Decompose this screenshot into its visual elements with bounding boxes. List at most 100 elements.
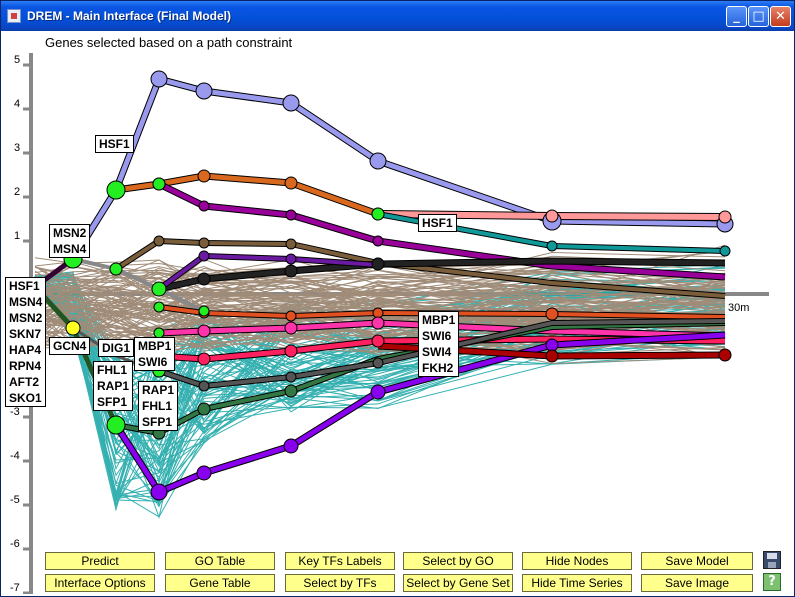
model-path-trunk: [72, 257, 205, 313]
path-node[interactable]: [282, 94, 300, 112]
path-node[interactable]: [197, 169, 211, 183]
select-by-go-button[interactable]: Select by GO: [403, 552, 513, 570]
gene-series-line: [34, 312, 726, 351]
path-node[interactable]: [284, 344, 298, 358]
help-icon[interactable]: ?: [763, 573, 781, 591]
select-by-tfs-button[interactable]: Select by TFs: [285, 574, 395, 592]
path-node[interactable]: [372, 357, 384, 369]
path-node[interactable]: [198, 200, 210, 212]
split-node[interactable]: [153, 301, 165, 313]
path-node[interactable]: [545, 338, 559, 352]
gene-series-line: [34, 300, 726, 347]
tf-name: MBP1: [422, 313, 456, 327]
path-node[interactable]: [195, 82, 213, 100]
path-node[interactable]: [197, 272, 211, 286]
path-node[interactable]: [285, 371, 297, 383]
model-path-line: [158, 319, 726, 388]
gene-table-button[interactable]: Gene Table: [165, 574, 275, 592]
y-tick-label: -4: [10, 450, 20, 462]
tf-label-fhl-rap-sfp: FHL1 RAP1 SFP1: [93, 361, 134, 411]
path-node[interactable]: [370, 384, 386, 400]
path-node[interactable]: [150, 483, 168, 501]
path-node[interactable]: [719, 245, 731, 257]
minimize-button[interactable]: _: [726, 6, 747, 27]
path-node[interactable]: [371, 257, 385, 271]
model-path-line: [158, 305, 726, 319]
split-node[interactable]: [65, 320, 81, 336]
tf-name: MSN4: [9, 295, 43, 309]
split-node[interactable]: [151, 281, 167, 297]
y-tick-label: 2: [14, 186, 20, 198]
path-node[interactable]: [198, 380, 210, 392]
path-node[interactable]: [284, 384, 298, 398]
path-node[interactable]: [284, 176, 298, 190]
path-node[interactable]: [285, 209, 297, 221]
y-tick-label: 3: [14, 142, 20, 154]
path-node[interactable]: [283, 438, 299, 454]
path-node[interactable]: [153, 235, 165, 247]
path-node[interactable]: [546, 240, 558, 252]
path-node[interactable]: [284, 264, 298, 278]
y-tick-label: 1: [14, 230, 20, 242]
split-node[interactable]: [106, 180, 126, 200]
y-tick-label: 5: [14, 54, 20, 66]
split-node[interactable]: [152, 177, 166, 191]
path-node[interactable]: [198, 250, 210, 262]
path-node[interactable]: [197, 324, 211, 338]
select-by-gene-set-button[interactable]: Select by Gene Set: [403, 574, 513, 592]
hide-nodes-button[interactable]: Hide Nodes: [522, 552, 632, 570]
path-node[interactable]: [284, 321, 298, 335]
path-node[interactable]: [718, 210, 732, 224]
hide-time-series-button[interactable]: Hide Time Series: [522, 574, 632, 592]
y-tick-label: 4: [14, 98, 20, 110]
path-node[interactable]: [545, 307, 559, 321]
gene-series-line: [34, 297, 726, 332]
tf-name: SWI6: [422, 329, 452, 343]
path-node[interactable]: [285, 253, 297, 265]
tf-label-hsf1-top: HSF1: [95, 135, 134, 153]
save-image-button[interactable]: Save Image: [641, 574, 753, 592]
predict-button[interactable]: Predict: [45, 552, 155, 570]
path-node[interactable]: [369, 152, 387, 170]
gene-series-line: [34, 271, 726, 309]
key-tfs-labels-button[interactable]: Key TFs Labels: [285, 552, 395, 570]
split-node[interactable]: [371, 207, 385, 221]
save-model-button[interactable]: Save Model: [641, 552, 753, 570]
path-node[interactable]: [197, 352, 211, 366]
go-table-button[interactable]: GO Table: [165, 552, 275, 570]
split-node[interactable]: [109, 262, 123, 276]
title-bar[interactable]: DREM - Main Interface (Final Model) _ □ …: [1, 1, 794, 31]
model-path-line: [70, 76, 726, 261]
window-title: DREM - Main Interface (Final Model): [27, 9, 232, 23]
path-node[interactable]: [372, 235, 384, 247]
maximize-button[interactable]: □: [748, 6, 769, 27]
close-button[interactable]: ✕: [770, 6, 791, 27]
path-node[interactable]: [197, 402, 211, 416]
y-tick-label: -6: [10, 538, 20, 550]
java-app-icon: [7, 9, 21, 23]
path-node[interactable]: [285, 310, 297, 322]
path-node[interactable]: [198, 237, 210, 249]
tf-name: MSN2: [53, 226, 87, 240]
floppy-disk-icon[interactable]: [763, 551, 781, 569]
tf-name: HAP4: [9, 343, 42, 357]
path-node[interactable]: [150, 70, 168, 88]
tf-name: SFP1: [97, 395, 128, 409]
plot-area[interactable]: 5 4 3 2 1 -3 -4 -5 -6 -7 30m Genes selected based …: [5, 31, 791, 594]
gene-series-line: [34, 281, 726, 322]
y-tick-label: -3: [10, 406, 20, 418]
path-node[interactable]: [545, 209, 559, 223]
path-node[interactable]: [371, 334, 385, 348]
path-node[interactable]: [371, 316, 385, 330]
split-node[interactable]: [198, 305, 210, 317]
plot-subtitle: Genes selected based on a path constrain…: [45, 35, 293, 50]
path-node[interactable]: [545, 349, 559, 363]
path-node[interactable]: [196, 465, 212, 481]
split-node[interactable]: [106, 415, 126, 435]
path-node[interactable]: [718, 348, 732, 362]
model-path-line: [157, 181, 726, 280]
time-series-plot[interactable]: 5 4 3 2 1 -3 -4 -5 -6 -7 30m: [5, 31, 791, 594]
interface-options-button[interactable]: Interface Options: [45, 574, 155, 592]
path-node[interactable]: [285, 238, 297, 250]
gene-series-line: [34, 287, 726, 326]
